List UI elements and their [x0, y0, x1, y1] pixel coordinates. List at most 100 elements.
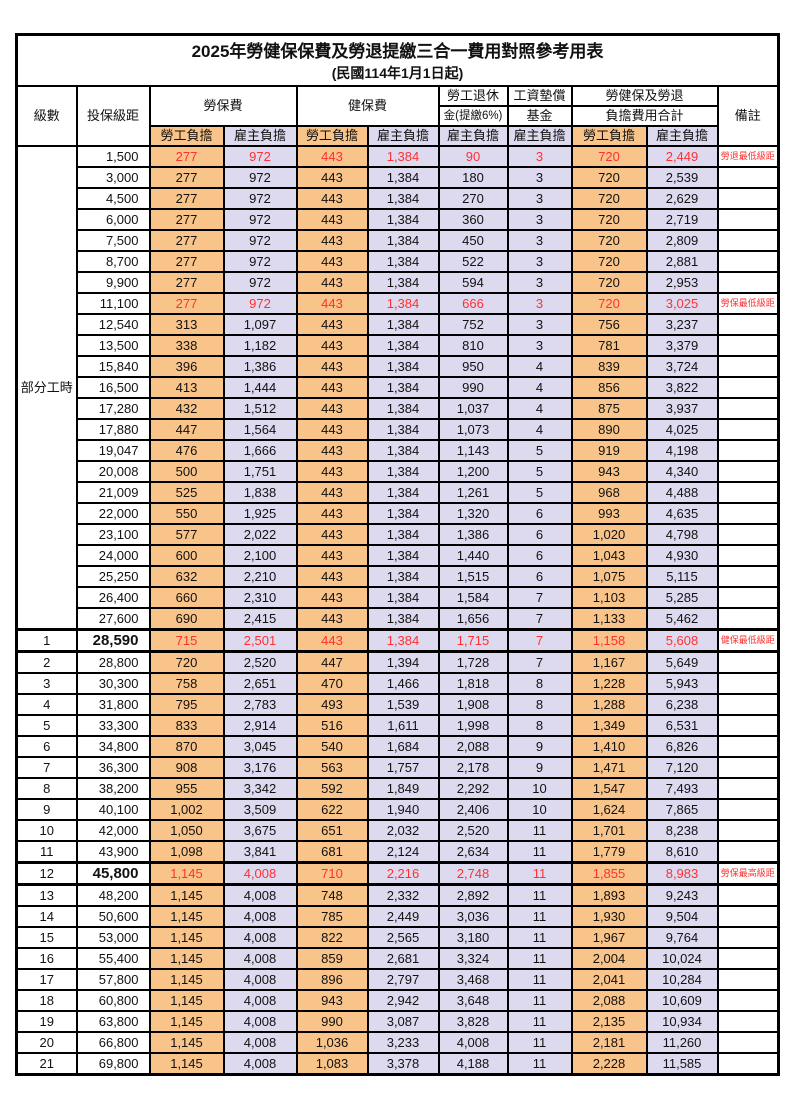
value-cell: 11 [506, 840, 573, 864]
value-cell: 1,656 [437, 607, 509, 631]
value-cell: 277 [148, 250, 225, 274]
value-cell: 1,394 [366, 650, 440, 675]
value-cell: 3,675 [222, 819, 298, 843]
subheader-health-employer: 雇主負擔 [366, 125, 440, 148]
remark-cell: 健保最低級距 [716, 628, 780, 654]
value-cell: 4 [506, 355, 573, 379]
remark-cell [716, 947, 780, 971]
remark-cell [716, 439, 780, 463]
value-cell: 1,145 [148, 989, 225, 1013]
value-cell: 690 [148, 607, 225, 631]
value-cell: 710 [295, 861, 369, 887]
value-cell: 1,715 [437, 628, 509, 654]
value-cell: 3,468 [437, 968, 509, 992]
value-cell: 2,178 [437, 756, 509, 780]
value-cell: 1,967 [570, 926, 648, 950]
table-row: 19 63,800 1,145 4,008 990 3,087 3,828 11 2,135 10… [15, 1010, 780, 1034]
remark-cell [716, 777, 780, 801]
value-cell: 890 [570, 418, 648, 442]
remark-cell [716, 334, 780, 358]
bracket-cell: 40,100 [75, 798, 151, 822]
value-cell: 795 [148, 693, 225, 717]
value-cell: 5 [506, 439, 573, 463]
value-cell: 443 [295, 397, 369, 421]
table-row: 5 33,300 833 2,914 516 1,611 1,998 8 1,349 6,531 [15, 714, 780, 738]
value-cell: 4,188 [437, 1052, 509, 1076]
value-cell: 443 [295, 187, 369, 211]
remark-cell [716, 1031, 780, 1055]
header-row-1: 級數 投保級距 勞保費 健保費 勞工退休 工資墊償 勞健保及勞退 備註 [15, 85, 780, 148]
value-cell: 5,462 [645, 607, 719, 631]
value-cell: 1,145 [148, 861, 225, 887]
value-cell: 360 [437, 208, 509, 232]
value-cell: 3 [506, 187, 573, 211]
table-row: 13,500 338 1,182 443 1,384 810 3 781 3,379 [17, 334, 780, 358]
value-cell: 1,133 [570, 607, 648, 631]
table-row: 25,250 632 2,210 443 1,384 1,515 6 1,075 5,115 [17, 565, 780, 589]
value-cell: 2,953 [645, 271, 719, 295]
value-cell: 2,210 [222, 565, 298, 589]
value-cell: 720 [570, 250, 648, 274]
level-cell: 2 [15, 650, 78, 675]
bracket-cell: 28,590 [75, 628, 151, 654]
value-cell: 2,783 [222, 693, 298, 717]
value-cell: 1,073 [437, 418, 509, 442]
value-cell: 1,466 [366, 672, 440, 696]
subheader-labor-employer: 雇主負擔 [222, 125, 298, 148]
value-cell: 3,342 [222, 777, 298, 801]
value-cell: 443 [295, 607, 369, 631]
value-cell: 839 [570, 355, 648, 379]
value-cell: 4,008 [222, 1010, 298, 1034]
table-row: 3 30,300 758 2,651 470 1,466 1,818 8 1,228 5,943 [15, 672, 780, 696]
value-cell: 1,228 [570, 672, 648, 696]
value-cell: 4,798 [645, 523, 719, 547]
value-cell: 270 [437, 187, 509, 211]
value-cell: 594 [437, 271, 509, 295]
value-cell: 6,531 [645, 714, 719, 738]
value-cell: 972 [222, 208, 298, 232]
value-cell: 651 [295, 819, 369, 843]
table-row: 17 57,800 1,145 4,008 896 2,797 3,468 11 2,041 10… [15, 968, 780, 992]
bracket-cell: 38,200 [75, 777, 151, 801]
value-cell: 600 [148, 544, 225, 568]
value-cell: 443 [295, 334, 369, 358]
value-cell: 313 [148, 313, 225, 337]
value-cell: 1,584 [437, 586, 509, 610]
value-cell: 1,386 [437, 523, 509, 547]
value-cell: 8,238 [645, 819, 719, 843]
value-cell: 11 [506, 989, 573, 1013]
col-header-remark: 備註 [716, 85, 780, 148]
value-cell: 2,520 [222, 650, 298, 675]
remark-cell [716, 926, 780, 950]
value-cell: 720 [570, 145, 648, 169]
value-cell: 10,024 [645, 947, 719, 971]
value-cell: 476 [148, 439, 225, 463]
bracket-cell: 23,100 [75, 523, 151, 547]
value-cell: 4,008 [222, 926, 298, 950]
remark-cell [716, 819, 780, 843]
value-cell: 443 [295, 565, 369, 589]
bracket-cell: 21,009 [75, 481, 151, 505]
value-cell: 870 [148, 735, 225, 759]
value-cell: 5 [506, 460, 573, 484]
value-cell: 1,384 [366, 607, 440, 631]
value-cell: 990 [295, 1010, 369, 1034]
value-cell: 5,285 [645, 586, 719, 610]
value-cell: 4,488 [645, 481, 719, 505]
value-cell: 3,233 [366, 1031, 440, 1055]
value-cell: 3,237 [645, 313, 719, 337]
value-cell: 3,828 [437, 1010, 509, 1034]
bracket-cell: 7,500 [75, 229, 151, 253]
bracket-cell: 43,900 [75, 840, 151, 864]
value-cell: 443 [295, 586, 369, 610]
value-cell: 810 [437, 334, 509, 358]
value-cell: 7,493 [645, 777, 719, 801]
bracket-cell: 6,000 [75, 208, 151, 232]
bracket-cell: 24,000 [75, 544, 151, 568]
value-cell: 1,684 [366, 735, 440, 759]
value-cell: 6,826 [645, 735, 719, 759]
value-cell: 859 [295, 947, 369, 971]
table-row: 23,100 577 2,022 443 1,384 1,386 6 1,020 4,798 [17, 523, 780, 547]
value-cell: 7 [506, 628, 573, 654]
value-cell: 443 [295, 229, 369, 253]
